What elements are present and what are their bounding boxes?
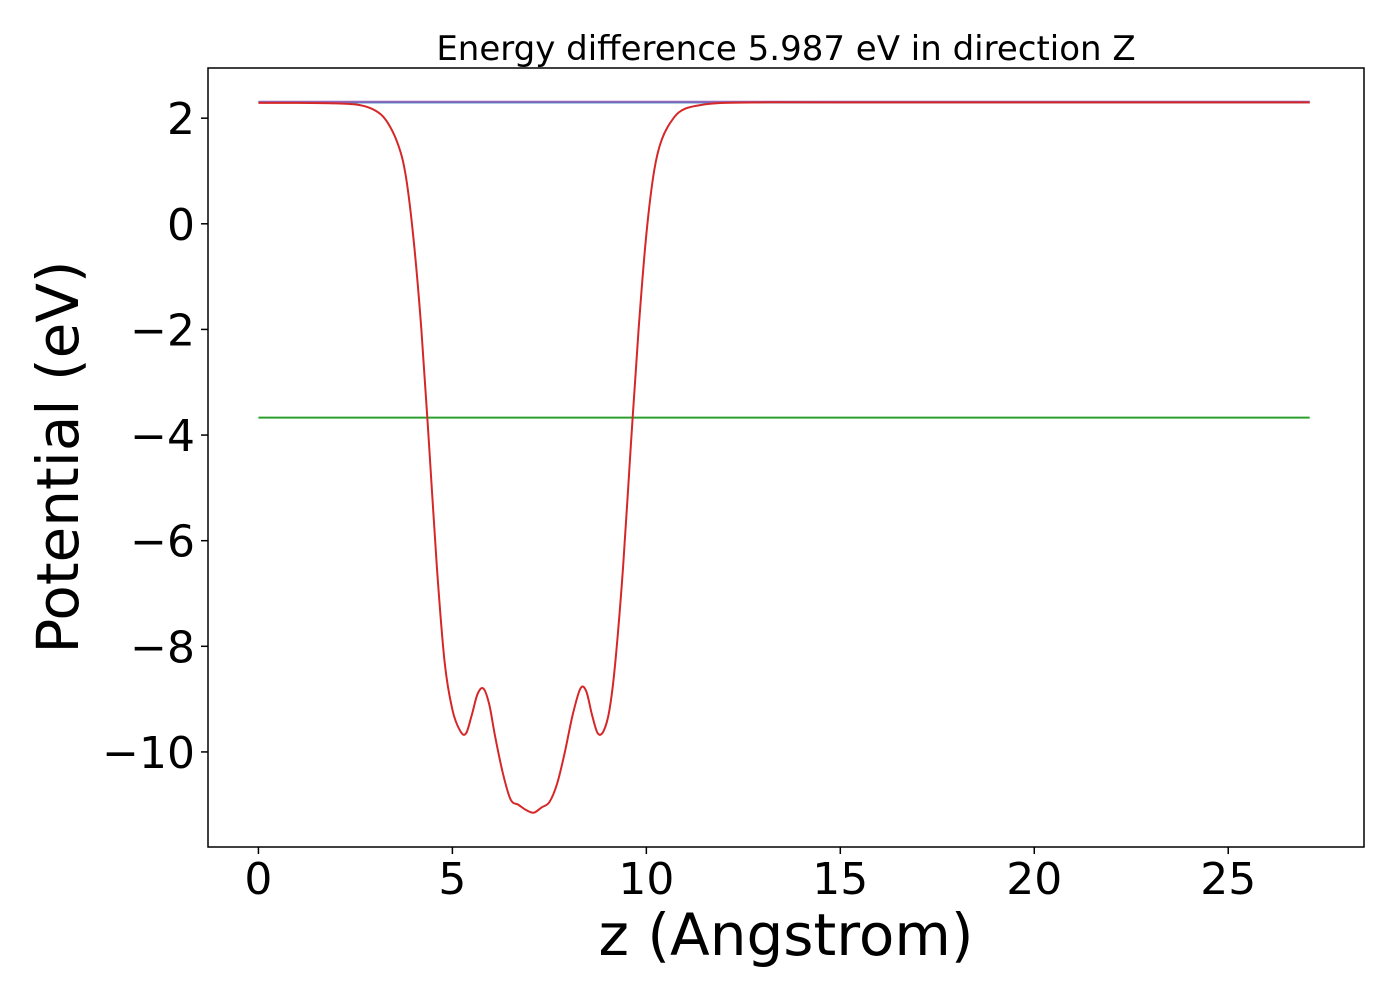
chart-title: Energy difference 5.987 eV in direction … bbox=[436, 29, 1135, 69]
y-tick-label: −2 bbox=[130, 305, 195, 356]
x-tick-label: 10 bbox=[618, 854, 674, 905]
x-tick-label: 0 bbox=[244, 854, 272, 905]
x-axis-ticks: 0 5 10 15 20 25 bbox=[244, 847, 1256, 905]
y-tick-label: −6 bbox=[130, 517, 195, 568]
y-tick-label: −10 bbox=[102, 728, 195, 779]
plot-frame bbox=[207, 67, 1365, 848]
y-tick-label: 2 bbox=[167, 94, 195, 145]
y-tick-label: 0 bbox=[167, 200, 195, 251]
series-line-3 bbox=[258, 101, 1310, 814]
x-tick-label: 25 bbox=[1200, 854, 1256, 905]
y-axis-label: Potential (eV) bbox=[24, 260, 92, 653]
y-tick-label: −4 bbox=[130, 411, 195, 462]
y-tick-label: −8 bbox=[130, 622, 195, 673]
x-tick-label: 15 bbox=[812, 854, 868, 905]
x-tick-label: 20 bbox=[1006, 854, 1062, 905]
plot-lines bbox=[258, 100, 1310, 814]
x-axis-label: z (Angstrom) bbox=[599, 901, 974, 969]
x-tick-label: 5 bbox=[438, 854, 466, 905]
y-axis-ticks: 2 0 −2 −4 −6 −8 −10 bbox=[102, 94, 208, 779]
